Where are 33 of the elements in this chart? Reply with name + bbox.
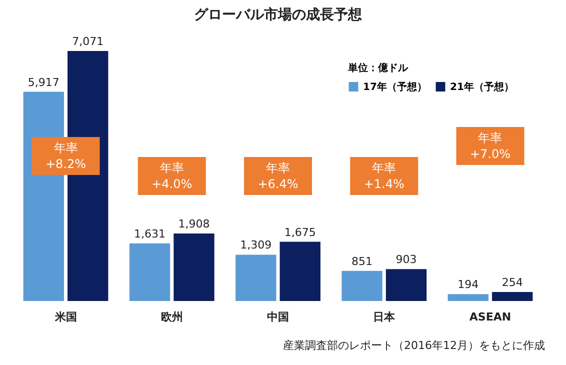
data-label: 5,917 <box>28 76 60 89</box>
legend-title: 単位：億ドル <box>347 62 409 74</box>
data-label: 254 <box>502 276 523 290</box>
x-tick-label: 欧州 <box>160 310 183 324</box>
annotation: 年率 +7.0% <box>470 131 511 161</box>
annotation: 年率 +8.2% <box>45 141 86 171</box>
x-tick-label: 日本 <box>373 310 396 324</box>
data-label: 1,908 <box>178 218 210 231</box>
data-label: 1,631 <box>134 227 166 240</box>
data-label: 1,675 <box>284 226 316 239</box>
bar <box>280 242 320 301</box>
legend-label: 17年（予想） <box>363 80 427 93</box>
x-tick-label: 米国 <box>54 310 77 324</box>
bar <box>448 294 488 301</box>
bar <box>386 269 427 301</box>
data-label: 903 <box>396 253 417 266</box>
x-tick-label: ASEAN <box>469 310 512 324</box>
bar <box>129 243 170 301</box>
annotation: 年率 +6.4% <box>258 161 298 191</box>
data-label: 7,071 <box>72 35 104 48</box>
annotation: 年率 +4.0% <box>152 161 192 191</box>
bar <box>342 270 382 301</box>
data-label: 851 <box>352 254 373 268</box>
annotation: 年率 +1.4% <box>364 161 404 191</box>
data-label: 1,309 <box>240 238 272 252</box>
text: 産業調査部のレポート（2016年12月）をもとに作成 <box>282 338 545 353</box>
data-label: 194 <box>458 278 479 292</box>
x-tick-label: 中国 <box>267 310 289 324</box>
chart-title: グローバル市場の成長予想 <box>194 6 363 23</box>
bar <box>236 254 276 301</box>
legend-label: 21年（予想） <box>450 80 514 93</box>
bar <box>492 292 533 301</box>
bar <box>174 234 214 301</box>
